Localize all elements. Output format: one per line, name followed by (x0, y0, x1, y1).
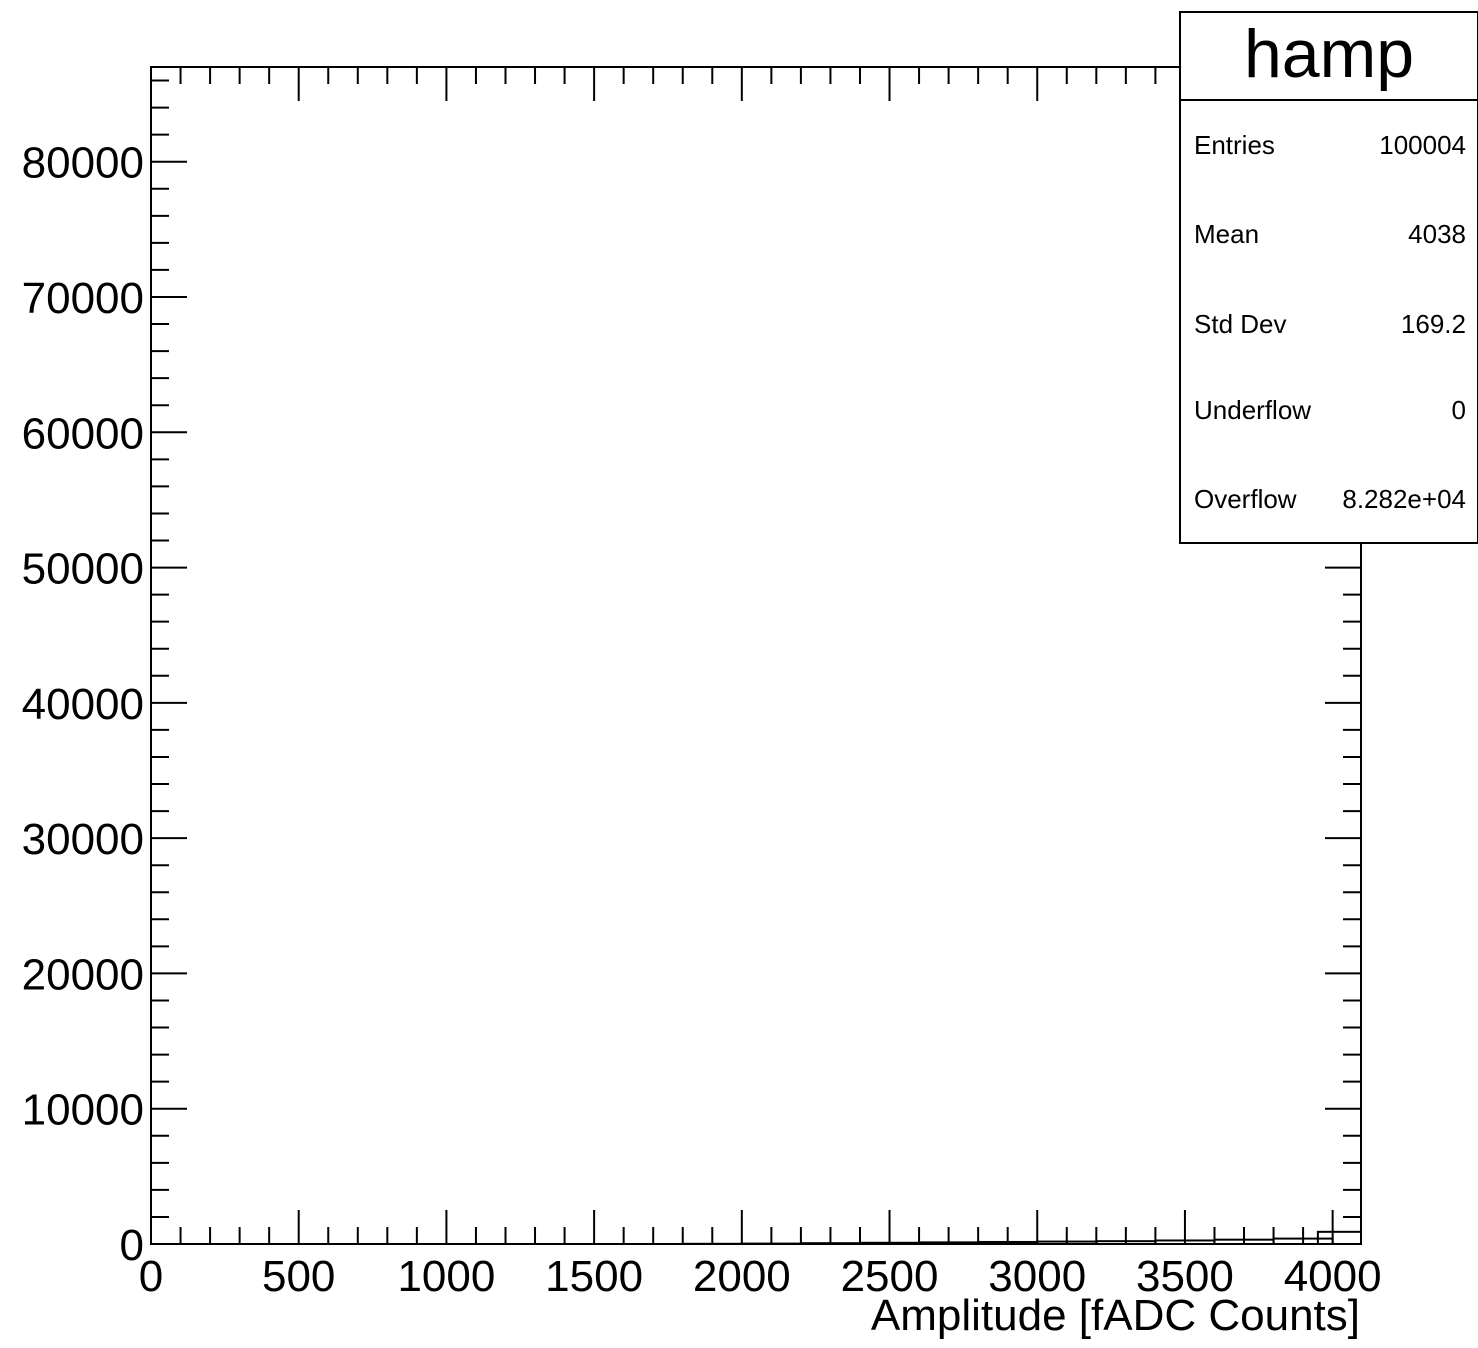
x-tick-label: 3000 (988, 1252, 1086, 1301)
plot-frame (150, 66, 1362, 1245)
y-tick-label: 40000 (22, 680, 144, 729)
x-tick-label: 3500 (1136, 1252, 1234, 1301)
stats-row-value: 0 (1452, 395, 1466, 425)
y-tick-label: 70000 (22, 274, 144, 323)
y-tick-label: 10000 (22, 1086, 144, 1135)
x-tick-label: 0 (139, 1252, 163, 1301)
stats-box-title: hamp (1244, 16, 1414, 92)
y-tick-label: 50000 (22, 545, 144, 594)
x-tick-labels: 0 500 1000 1500 2000 2500 3000 3500 4000 (139, 1252, 1382, 1301)
stats-row-label: Underflow (1194, 395, 1311, 425)
stats-row-value: 4038 (1408, 219, 1466, 249)
y-tick-label: 20000 (22, 950, 144, 999)
x-tick-label: 2500 (841, 1252, 939, 1301)
y-tick-label: 60000 (22, 409, 144, 458)
y-tick-label: 30000 (22, 815, 144, 864)
stats-rows: Entries 100004 Mean 4038 Std Dev 169.2 Underfl… (1194, 130, 1466, 514)
x-tick-label: 2000 (693, 1252, 791, 1301)
stats-row-label: Mean (1194, 219, 1259, 249)
stats-row-label: Std Dev (1194, 309, 1287, 339)
stats-row-label: Entries (1194, 130, 1275, 160)
x-tick-label: 500 (262, 1252, 335, 1301)
x-tick-label: 4000 (1284, 1252, 1382, 1301)
y-tick-label: 80000 (22, 139, 144, 188)
y-tick-label: 0 (120, 1221, 144, 1270)
stats-row-label: Overflow (1194, 484, 1297, 514)
x-tick-label: 1000 (397, 1252, 495, 1301)
y-tick-labels: 0 10000 20000 30000 40000 50000 60000 70000 8000… (22, 139, 144, 1270)
stats-row-value: 100004 (1379, 130, 1466, 160)
stats-row-value: 169.2 (1401, 309, 1466, 339)
x-axis-title: Amplitude [fADC Counts] (871, 1291, 1360, 1340)
stats-box: hamp Entries 100004 Mean 4038 Std Dev 169.2 Un… (1179, 11, 1478, 544)
x-tick-label: 1500 (545, 1252, 643, 1301)
stats-row-value: 8.282e+04 (1342, 484, 1466, 514)
